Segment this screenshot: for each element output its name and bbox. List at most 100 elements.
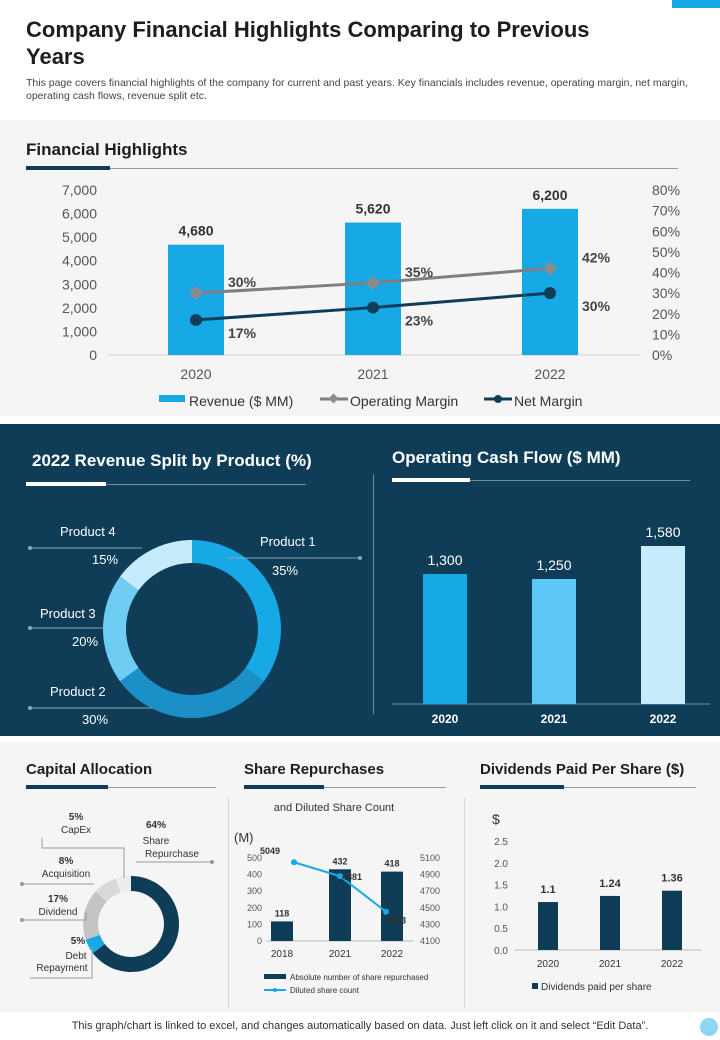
divider-accent	[480, 785, 564, 789]
operating-margin-point	[542, 261, 558, 276]
revenue-label: 6,200	[532, 187, 567, 203]
y-tick-label: 1,000	[62, 323, 97, 339]
dividends-title: Dividends Paid Per Share ($)	[480, 761, 685, 778]
y2-tick-label: 5100	[420, 853, 440, 863]
divider-accent	[244, 785, 324, 789]
divider	[564, 787, 696, 788]
dividend-bar	[662, 890, 682, 950]
x-tick-label: 2021	[599, 959, 622, 970]
net-margin-point	[367, 301, 379, 314]
slice-value: 20%	[72, 634, 98, 649]
allocation-value: 64%	[146, 820, 166, 831]
repurchase-label: 418	[384, 859, 399, 869]
legend-label: Dividends paid per share	[541, 982, 652, 993]
x-tick-label: 2021	[329, 949, 352, 960]
x-tick-label: 2022	[381, 949, 404, 960]
legend-bar-label: Absolute number of share repurchased	[290, 973, 428, 982]
allocation-name: Acquisition	[42, 869, 90, 880]
operating-margin-point	[188, 286, 204, 301]
leader-line	[22, 912, 87, 921]
vertical-divider	[373, 474, 374, 714]
diluted-count-point	[383, 908, 389, 915]
repurchase-bar	[271, 921, 293, 941]
divider	[470, 480, 690, 481]
cash-flow-bar	[641, 546, 685, 704]
legend-line-marker	[273, 988, 277, 992]
capital-allocation-chart: 5%CapEx8%Acquisition17%Dividend5%DebtRep…	[20, 812, 214, 979]
repurchase-label: 432	[332, 856, 347, 866]
leader-dot	[20, 918, 24, 922]
unit-label: (M)	[234, 830, 254, 845]
revenue-bar	[522, 208, 578, 355]
x-tick-label: 2020	[432, 712, 459, 726]
divider-accent	[26, 785, 108, 789]
dividends-chart: $2.5 2.0 1.5 1.0 0.5 0.0 1.1 2020 1.24 2021 1.36 20…	[492, 811, 702, 993]
allocation-slice	[82, 891, 107, 940]
page-subtitle: This page covers financial highlights of…	[26, 77, 688, 102]
vertical-divider	[228, 798, 229, 1008]
page-title: Company Financial Highlights Comparing t…	[26, 17, 590, 69]
cash-flow-title: Operating Cash Flow ($ MM)	[392, 448, 621, 467]
financial-highlights-title: Financial Highlights	[26, 140, 188, 159]
allocation-slice	[92, 876, 179, 972]
y-tick-label: 7,000	[62, 182, 97, 198]
diluted-count-point	[291, 859, 297, 866]
allocation-value: 5%	[69, 812, 84, 823]
x-tick-label: 2021	[357, 366, 388, 382]
repurchase-bar	[329, 869, 351, 941]
y2-tick-label: 4700	[420, 886, 440, 896]
slice-value: 35%	[272, 563, 298, 578]
divider	[110, 168, 678, 169]
diluted-count-label: 5049	[260, 846, 280, 856]
y2-tick-label: 30%	[652, 285, 680, 301]
footer-note: This graph/chart is linked to excel, and…	[71, 1020, 649, 1032]
y-tick-label: 0.0	[494, 946, 508, 957]
y-tick-label: 0	[89, 347, 97, 363]
legend-net-label: Net Margin	[514, 393, 582, 409]
dividend-label: 1.36	[661, 873, 682, 885]
dividend-bar	[538, 902, 558, 950]
dividend-label: 1.1	[540, 884, 555, 896]
leader-dot	[28, 546, 32, 550]
repurchase-bar	[381, 871, 403, 941]
dividend-bar	[600, 895, 620, 950]
legend-operating-label: Operating Margin	[350, 393, 458, 409]
y-tick-label: 1.0	[494, 902, 508, 913]
y2-tick-label: 4100	[420, 936, 440, 946]
allocation-name: CapEx	[61, 825, 91, 836]
cash-flow-label: 1,580	[645, 524, 680, 540]
revenue-slice	[103, 576, 139, 682]
allocation-value: 5%	[71, 936, 86, 947]
accent-bar	[672, 0, 720, 8]
vertical-divider	[464, 798, 465, 1008]
y2-tick-label: 4900	[420, 870, 440, 880]
operating-margin-point	[365, 275, 381, 290]
revenue-split-title: 2022 Revenue Split by Product (%)	[32, 451, 312, 470]
share-repurchases-title: Share Repurchases	[244, 761, 385, 778]
net-margin-label: 23%	[405, 313, 434, 329]
leader-line	[30, 946, 93, 979]
y-tick-label: 1.5	[494, 881, 508, 892]
x-tick-label: 2020	[180, 366, 211, 382]
allocation-name: Debt	[65, 951, 86, 962]
divider-accent	[26, 482, 106, 486]
legend-operating-marker	[328, 393, 339, 404]
slice-name: Product 2	[50, 684, 106, 699]
leader-dot	[28, 706, 32, 710]
revenue-split-chart: Product 1 35% Product 2 30% Product 3 20% Prod…	[28, 524, 362, 727]
y-tick-label: 2.0	[494, 859, 508, 870]
dividend-label: 1.24	[599, 878, 621, 890]
diluted-count-label: 4881	[342, 872, 362, 882]
operating-margin-label: 30%	[228, 274, 257, 290]
allocation-slice	[95, 878, 121, 902]
slice-name: Product 4	[60, 524, 116, 539]
x-tick-label: 2022	[661, 959, 684, 970]
allocation-name: Share	[143, 836, 170, 847]
y2-tick-label: 20%	[652, 306, 680, 322]
y-tick-label: 0	[257, 936, 262, 946]
operating-margin-label: 35%	[405, 264, 434, 280]
x-tick-label: 2021	[541, 712, 568, 726]
x-tick-label: 2022	[650, 712, 677, 726]
y2-tick-label: 60%	[652, 223, 680, 239]
legend-bar-swatch	[264, 974, 286, 979]
